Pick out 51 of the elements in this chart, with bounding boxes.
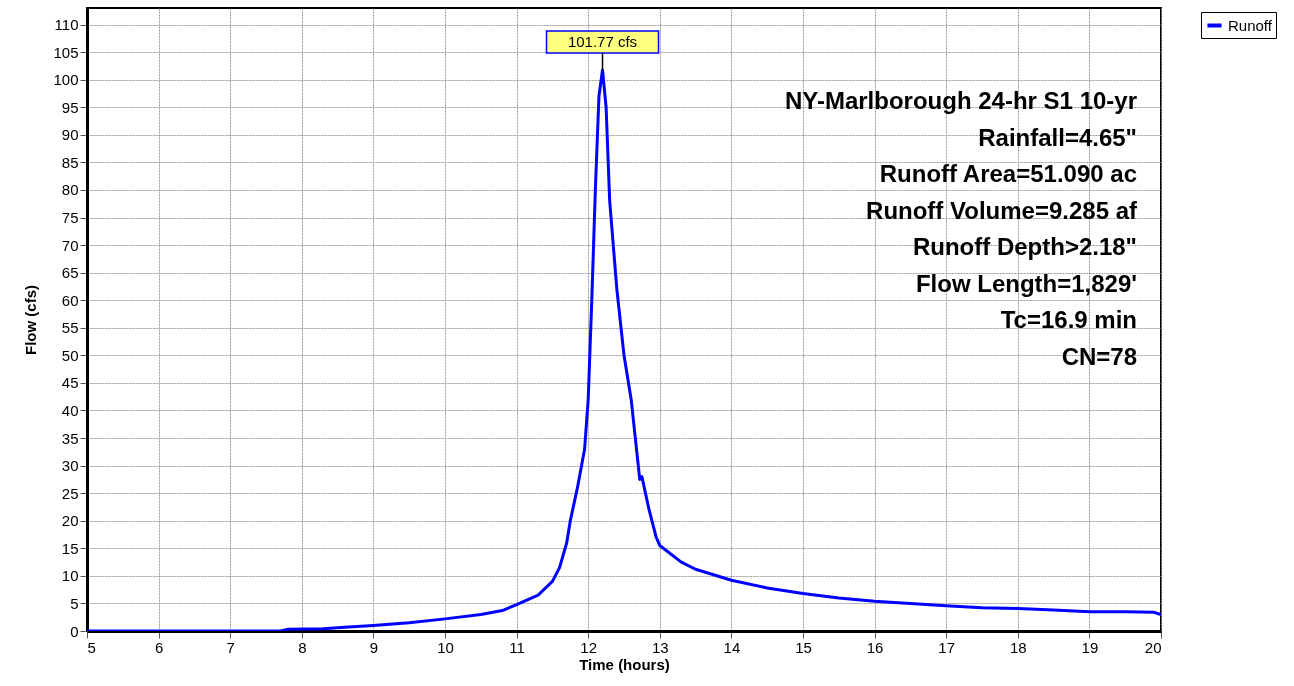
y-tick-label: 65 xyxy=(61,264,79,282)
y-tick-label: 85 xyxy=(61,153,79,171)
x-tick-label: 15 xyxy=(795,638,812,656)
x-tick-label: 11 xyxy=(509,638,525,656)
y-tick-label: 5 xyxy=(70,594,79,612)
x-tick-label: 7 xyxy=(226,638,235,656)
y-tick-label: 45 xyxy=(61,374,79,392)
y-axis-title: Flow (cfs) xyxy=(22,285,40,355)
x-tick-label: 9 xyxy=(369,638,379,656)
legend-label: Runoff xyxy=(1228,16,1273,34)
y-tick-label: 0 xyxy=(70,622,79,640)
annotation: Runoff Area=51.090 ac xyxy=(879,160,1137,187)
x-tick-label: 16 xyxy=(866,638,884,656)
y-tick-label: 105 xyxy=(53,43,79,61)
annotation: Rainfall=4.65" xyxy=(978,123,1137,151)
y-tick-label: 50 xyxy=(61,346,79,364)
y-tick-label: 80 xyxy=(61,181,79,199)
y-tick-label: 20 xyxy=(61,512,79,530)
annotation: Flow Length=1,829' xyxy=(915,269,1137,297)
x-tick-label: 6 xyxy=(154,638,164,656)
y-tick-label: 110 xyxy=(54,16,79,34)
y-tick-label: 75 xyxy=(61,209,79,226)
y-tick-label: 30 xyxy=(61,457,79,475)
y-tick-label: 40 xyxy=(61,401,79,419)
x-tick-label: 5 xyxy=(87,638,96,656)
annotation: Runoff Depth>2.18" xyxy=(912,233,1137,260)
x-tick-label: 14 xyxy=(723,638,741,656)
y-tick-label: 70 xyxy=(61,236,79,254)
annotation: Runoff Volume=9.285 af xyxy=(866,196,1138,224)
x-tick-label: 19 xyxy=(1081,638,1099,656)
x-tick-label: 17 xyxy=(938,638,956,656)
annotation: NY-Marlborough 24-hr S1 10-yr xyxy=(784,87,1137,114)
annotation: 101.77 cfs xyxy=(567,32,638,50)
y-tick-label: 15 xyxy=(61,539,79,557)
y-tick-label: 35 xyxy=(61,429,79,447)
x-tick-label: 20 xyxy=(1144,638,1162,656)
x-tick-label: 13 xyxy=(651,638,669,656)
x-tick-label: 10 xyxy=(437,638,454,656)
annotation: Tc=16.9 min xyxy=(1000,306,1137,333)
x-tick-label: 18 xyxy=(1009,638,1027,656)
y-tick-label: 25 xyxy=(61,484,79,502)
y-tick-label: 95 xyxy=(61,98,79,116)
y-tick-label: 100 xyxy=(53,71,79,89)
y-tick-label: 90 xyxy=(61,126,79,144)
y-tick-label: 10 xyxy=(61,567,79,585)
x-tick-label: 12 xyxy=(580,638,598,656)
y-tick-label: 55 xyxy=(61,319,79,337)
x-tick-label: 8 xyxy=(298,638,307,656)
annotation: CN=78 xyxy=(1061,342,1137,370)
y-tick-label: 60 xyxy=(61,291,79,309)
x-axis-title: Time (hours) xyxy=(579,655,670,673)
